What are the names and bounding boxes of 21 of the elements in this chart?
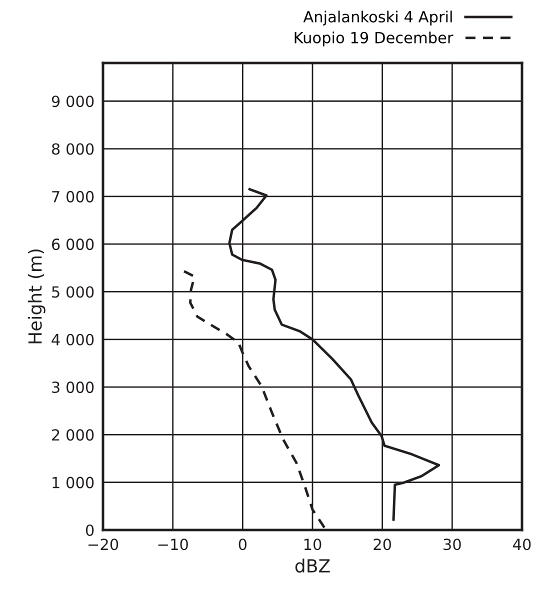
- x-tick-label: 30: [444, 538, 461, 550]
- x-tick-label: −20: [88, 538, 118, 550]
- y-tick-label: 0: [86, 524, 94, 536]
- y-tick-label: 6 000: [52, 238, 94, 250]
- x-tick-label: 0: [238, 538, 247, 550]
- x-tick-label: −10: [158, 538, 188, 550]
- y-tick-label: 7 000: [52, 190, 94, 202]
- y-axis-title: Height (m): [28, 250, 46, 344]
- legend-label: Anjalankoski 4 April: [303, 10, 452, 26]
- y-tick-label: 1 000: [52, 476, 94, 488]
- y-tick-label: 9 000: [52, 96, 94, 108]
- y-tick-label: 2 000: [52, 429, 94, 441]
- legend-label: Kuopio 19 December: [294, 32, 454, 46]
- y-tick-label: 5 000: [52, 286, 94, 298]
- x-tick-label: 10: [304, 538, 322, 550]
- x-axis-title: dBZ: [295, 558, 330, 573]
- y-tick-label: 3 000: [52, 382, 94, 394]
- y-tick-label: 4 000: [52, 334, 94, 346]
- x-tick-label: 20: [374, 538, 392, 550]
- x-tick-label: 40: [513, 538, 531, 550]
- y-tick-label: 8 000: [52, 143, 94, 155]
